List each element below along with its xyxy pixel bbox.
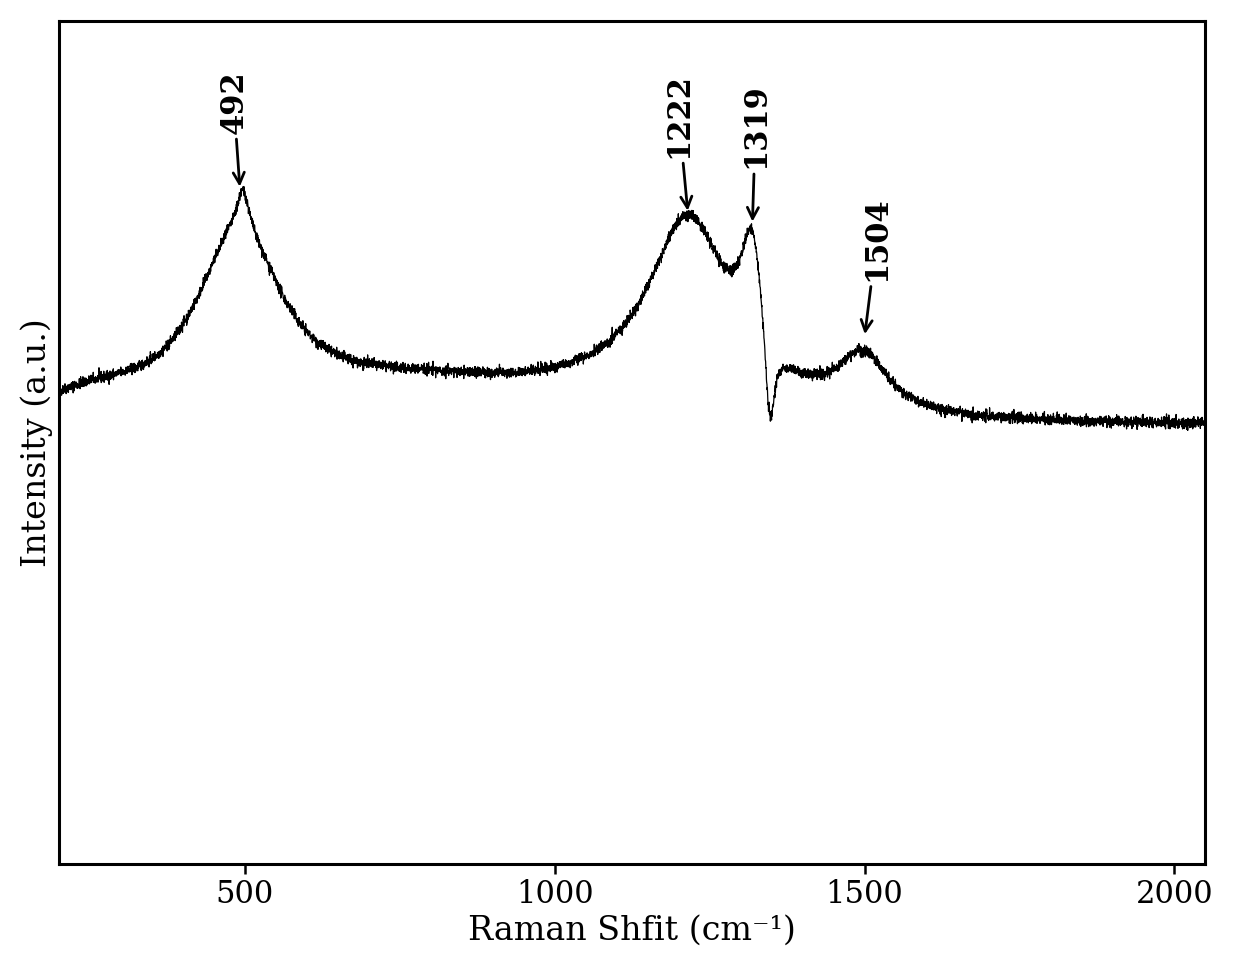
Y-axis label: Intensity (a.u.): Intensity (a.u.) [21,318,53,567]
Text: 1222: 1222 [663,73,694,208]
Text: 1319: 1319 [740,83,771,219]
Text: 1504: 1504 [861,197,892,331]
Text: 492: 492 [218,70,249,184]
X-axis label: Raman Shfit (cm⁻¹): Raman Shfit (cm⁻¹) [468,915,797,947]
